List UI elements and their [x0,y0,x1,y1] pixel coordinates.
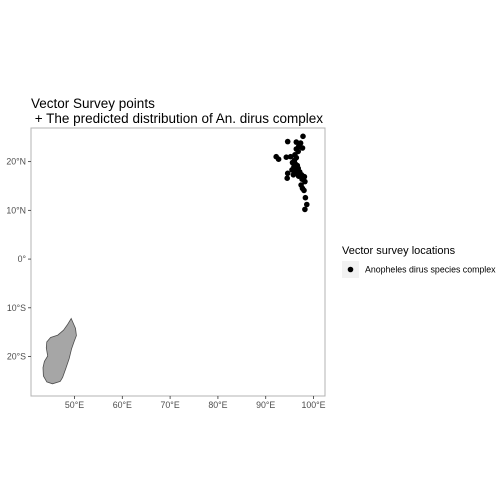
y-tick-label: 10°N [6,205,26,215]
survey-point [290,172,297,178]
x-tick-label: 80°E [208,400,227,410]
survey-point [304,201,310,208]
survey-point [302,206,308,213]
survey-point [302,194,309,201]
legend-key-point [347,266,354,273]
survey-point [283,154,290,160]
survey-point [284,170,291,177]
x-tick-label: 90°E [256,400,275,410]
y-tick-label: 10°S [7,303,26,313]
x-tick-label: 70°E [161,400,180,410]
map-layer [42,317,77,385]
survey-point [284,175,291,181]
x-tick-label: 100°E [301,400,325,410]
x-axis: 50°E 60°E 70°E 80°E 90°E 100°E [65,396,326,410]
x-tick-label: 60°E [113,400,132,410]
survey-point [300,133,306,140]
survey-point [275,156,282,162]
panel-background [30,127,326,397]
legend: Vector survey locations Anopheles dirus … [342,245,496,278]
survey-point [299,145,306,151]
survey-point [301,187,307,194]
y-tick-label: 20°S [7,352,26,362]
survey-point [302,178,308,185]
y-axis: 20°N 10°N 0° 10°S 20°S [6,157,31,362]
survey-point [287,153,294,160]
x-tick-label: 50°E [65,400,84,410]
chart-subtitle: + The predicted distribution of An. diru… [31,111,324,126]
legend-entry-label: Anopheles dirus species complex [365,265,496,275]
survey-point [284,138,291,145]
y-tick-label: 20°N [6,157,26,167]
survey-point [293,139,300,145]
points-layer [273,133,310,213]
chart-title: Vector Survey points [31,96,155,111]
y-tick-label: 0° [18,254,26,264]
legend-title: Vector survey locations [342,245,456,257]
map-polygon-madagascar [42,317,77,385]
